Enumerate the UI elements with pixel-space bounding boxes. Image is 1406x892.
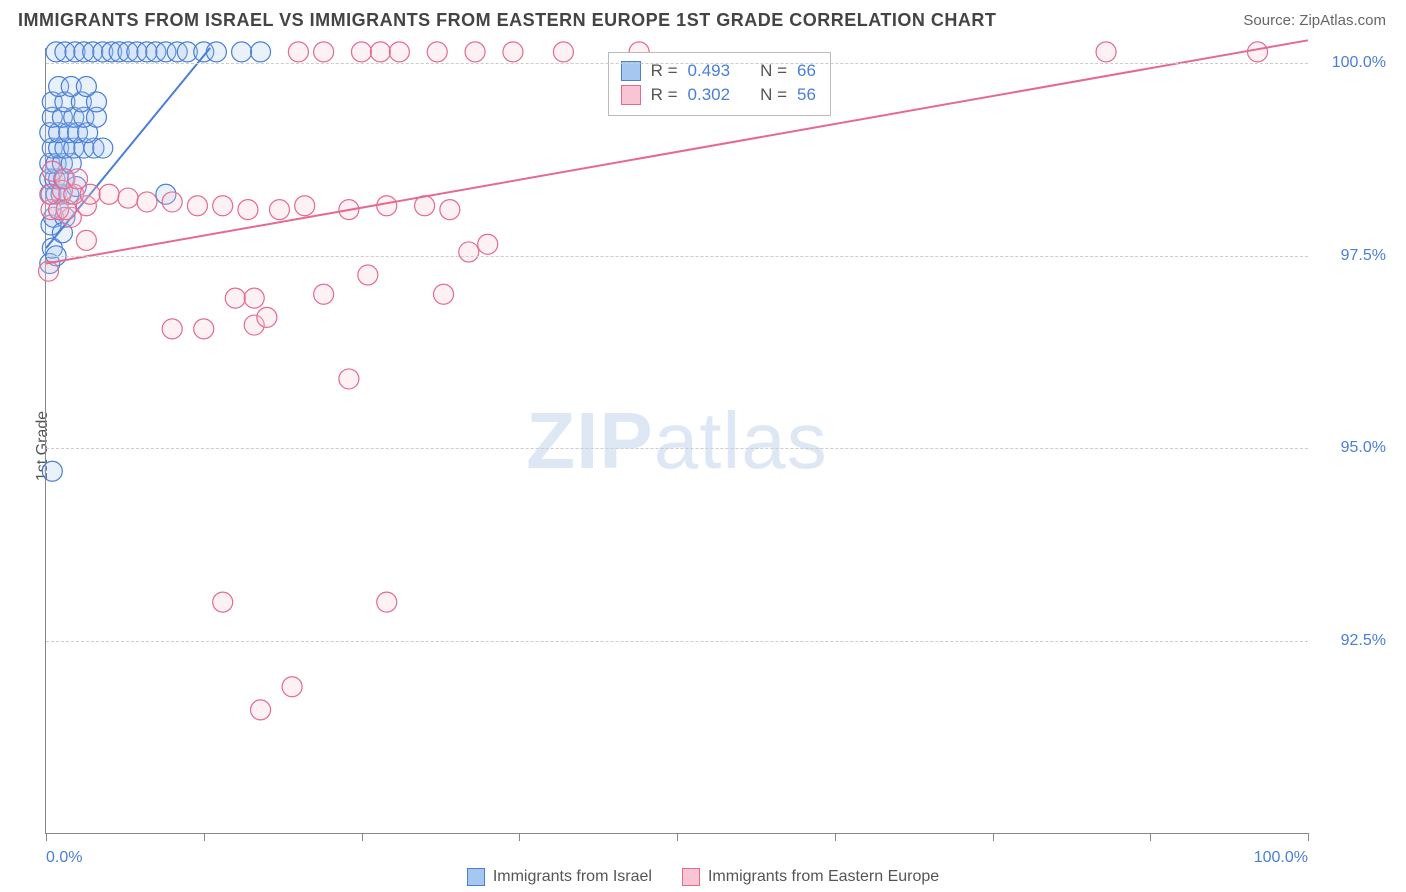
gridline: [46, 448, 1308, 449]
data-point: [465, 42, 485, 62]
chart-title: IMMIGRANTS FROM ISRAEL VS IMMIGRANTS FRO…: [18, 10, 996, 31]
legend-n-value: 56: [797, 85, 816, 105]
gridline: [46, 63, 1308, 64]
gridline: [46, 256, 1308, 257]
data-point: [162, 319, 182, 339]
data-point: [187, 196, 207, 216]
data-point: [76, 76, 96, 96]
y-tick-label: 97.5%: [1316, 247, 1386, 265]
legend-n-label: N =: [760, 85, 787, 105]
data-point: [232, 42, 252, 62]
data-point: [194, 319, 214, 339]
data-point: [213, 196, 233, 216]
legend-row: R = 0.302 N = 56: [621, 83, 816, 107]
data-point: [251, 700, 271, 720]
data-point: [427, 42, 447, 62]
data-point: [434, 284, 454, 304]
data-point: [1248, 42, 1268, 62]
chart-header: IMMIGRANTS FROM ISRAEL VS IMMIGRANTS FRO…: [0, 0, 1406, 39]
x-tick-label: 0.0%: [46, 849, 82, 867]
data-point: [68, 169, 88, 189]
data-point: [251, 42, 271, 62]
legend-r-value: 0.302: [688, 85, 731, 105]
data-point: [358, 265, 378, 285]
legend-r-label: R =: [651, 85, 678, 105]
data-point: [282, 677, 302, 697]
x-tick: [1308, 833, 1309, 841]
y-tick-label: 100.0%: [1316, 54, 1386, 72]
legend-swatch: [467, 868, 485, 886]
data-point: [377, 592, 397, 612]
data-point: [42, 461, 62, 481]
data-point: [76, 230, 96, 250]
data-point: [503, 42, 523, 62]
data-point: [459, 242, 479, 262]
data-point: [440, 200, 460, 220]
scatter-svg: [46, 48, 1308, 833]
data-point: [99, 184, 119, 204]
legend-label: Immigrants from Israel: [493, 868, 652, 886]
y-tick-label: 95.0%: [1316, 439, 1386, 457]
x-tick: [519, 833, 520, 841]
data-point: [314, 284, 334, 304]
data-point: [244, 288, 264, 308]
x-tick: [835, 833, 836, 841]
x-tick: [677, 833, 678, 841]
series-legend: Immigrants from Israel Immigrants from Ea…: [0, 868, 1406, 886]
data-point: [225, 288, 245, 308]
legend-item: Immigrants from Israel: [467, 868, 652, 886]
data-point: [137, 192, 157, 212]
x-tick: [46, 833, 47, 841]
data-point: [269, 200, 289, 220]
legend-swatch: [682, 868, 700, 886]
data-point: [1096, 42, 1116, 62]
source-attribution: Source: ZipAtlas.com: [1243, 12, 1386, 29]
legend-swatch: [621, 85, 641, 105]
data-point: [295, 196, 315, 216]
data-point: [370, 42, 390, 62]
x-tick: [362, 833, 363, 841]
legend-item: Immigrants from Eastern Europe: [682, 868, 939, 886]
data-point: [206, 42, 226, 62]
data-point: [288, 42, 308, 62]
data-point: [553, 42, 573, 62]
data-point: [389, 42, 409, 62]
data-point: [162, 192, 182, 212]
data-point: [39, 261, 59, 281]
data-point: [377, 196, 397, 216]
data-point: [93, 138, 113, 158]
x-tick: [1150, 833, 1151, 841]
data-point: [118, 188, 138, 208]
x-tick: [993, 833, 994, 841]
data-point: [238, 200, 258, 220]
data-point: [213, 592, 233, 612]
plot-area: ZIPatlas R = 0.493N = 66R = 0.302N = 56 …: [45, 48, 1308, 834]
data-point: [257, 307, 277, 327]
x-tick-label: 100.0%: [1254, 849, 1308, 867]
y-tick-label: 92.5%: [1316, 632, 1386, 650]
data-point: [478, 234, 498, 254]
correlation-legend: R = 0.493N = 66R = 0.302N = 56: [608, 52, 831, 116]
data-point: [352, 42, 372, 62]
legend-label: Immigrants from Eastern Europe: [708, 868, 939, 886]
data-point: [339, 369, 359, 389]
x-tick: [204, 833, 205, 841]
gridline: [46, 641, 1308, 642]
data-point: [314, 42, 334, 62]
source-link[interactable]: ZipAtlas.com: [1299, 12, 1386, 29]
